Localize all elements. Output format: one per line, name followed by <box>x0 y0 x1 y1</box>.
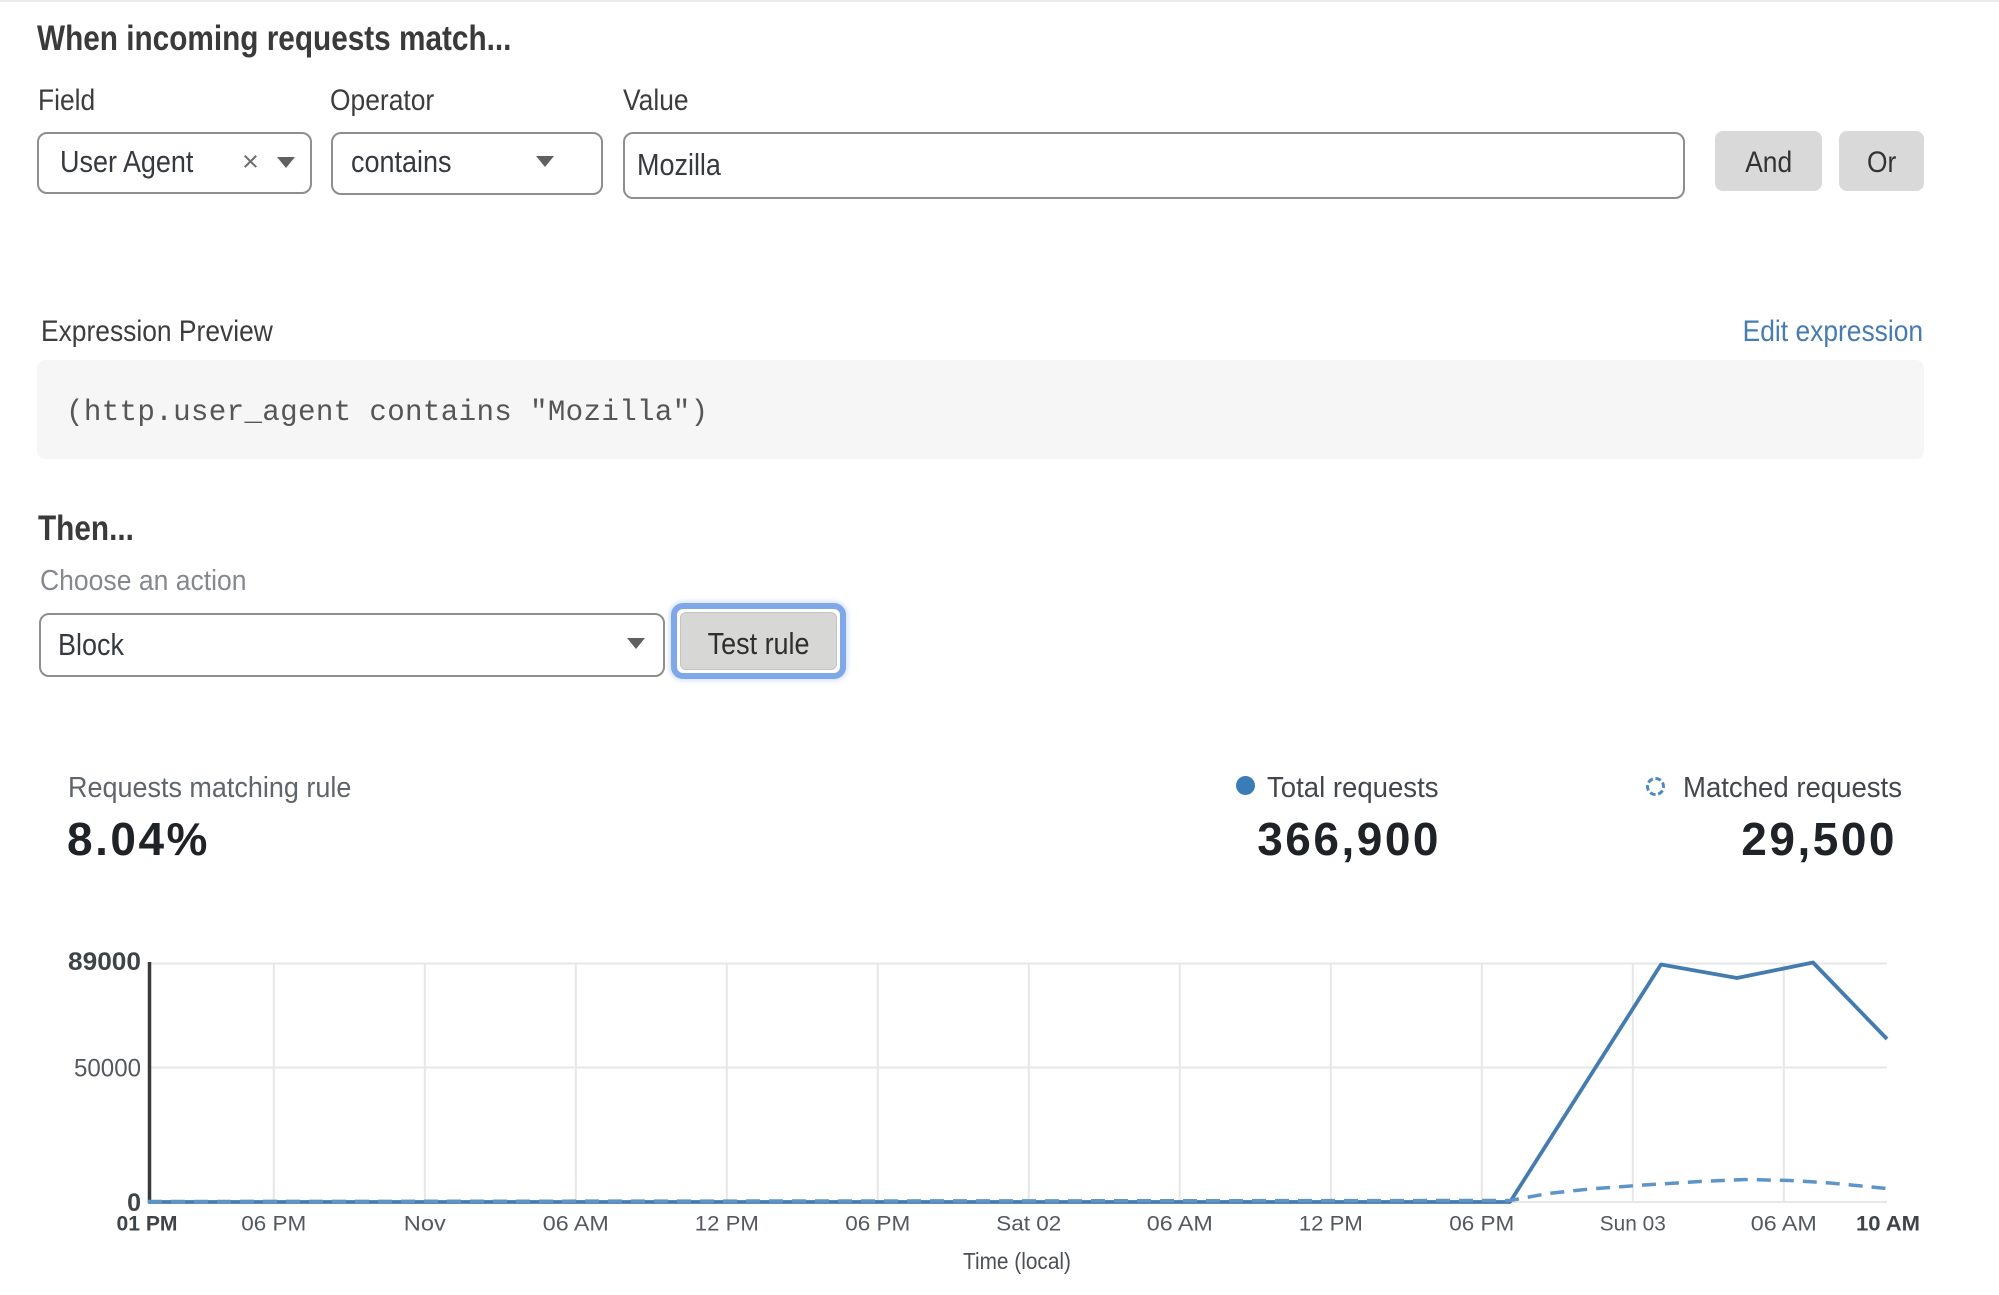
svg-text:12 PM: 12 PM <box>1299 1212 1363 1236</box>
svg-text:06 AM: 06 AM <box>1751 1212 1817 1236</box>
svg-text:10 AM: 10 AM <box>1856 1212 1920 1236</box>
svg-text:06 AM: 06 AM <box>543 1212 609 1236</box>
svg-text:Nov: Nov <box>404 1212 446 1236</box>
svg-text:50000: 50000 <box>74 1055 141 1083</box>
svg-text:89000: 89000 <box>68 948 141 976</box>
svg-text:01 PM: 01 PM <box>117 1212 178 1236</box>
svg-text:06 PM: 06 PM <box>1449 1212 1514 1236</box>
svg-text:06 PM: 06 PM <box>845 1212 910 1236</box>
svg-text:Sun 03: Sun 03 <box>1600 1212 1666 1236</box>
svg-text:0: 0 <box>127 1189 141 1217</box>
svg-text:Sat 02: Sat 02 <box>996 1212 1061 1236</box>
svg-text:06 PM: 06 PM <box>241 1212 306 1236</box>
svg-text:12 PM: 12 PM <box>695 1212 759 1236</box>
svg-text:06 AM: 06 AM <box>1147 1212 1213 1236</box>
svg-text:Time (local): Time (local) <box>963 1248 1071 1274</box>
